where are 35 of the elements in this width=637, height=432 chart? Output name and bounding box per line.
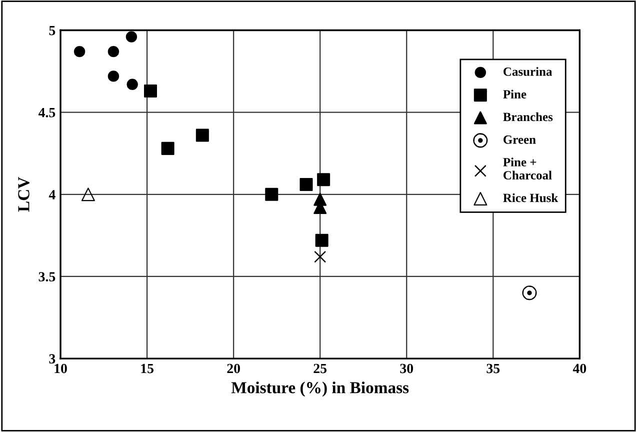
x-tick-label: 35 (486, 364, 500, 374)
legend-label: Casurina (504, 67, 552, 76)
legend-label: Pine + Charcoal (503, 158, 552, 180)
legend-label: Green (504, 135, 536, 144)
x-tick-label: 25 (314, 364, 327, 374)
y-tick-label: 5 (49, 26, 56, 36)
x-axis-title: Moisture (%) in Biomass (231, 382, 409, 397)
x-tick-label: 30 (400, 364, 414, 374)
y-tick-label: 3 (49, 354, 56, 364)
point (144, 84, 158, 98)
x-tick-label: 40 (572, 364, 586, 374)
point (161, 142, 174, 155)
y-tick-label: 4.5 (38, 108, 56, 118)
point (196, 128, 209, 142)
legend-label: Pine (503, 90, 526, 98)
x-tick-label: 20 (227, 364, 240, 374)
y-tick-label: 3.5 (38, 272, 56, 282)
point (81, 188, 95, 202)
y-tick-label: 4 (48, 190, 56, 200)
point (108, 70, 120, 82)
x-tick-label: 15 (141, 364, 154, 374)
point (74, 46, 86, 58)
point (300, 178, 313, 192)
x-tick-label: 10 (54, 364, 67, 374)
point (317, 173, 330, 186)
point (522, 286, 537, 300)
point (108, 46, 120, 58)
point (265, 188, 278, 201)
y-axis-title: LCV (18, 176, 30, 212)
point (126, 31, 138, 42)
legend-label: Rice Husk (503, 193, 558, 202)
point (126, 78, 138, 90)
point (314, 250, 326, 263)
point (315, 234, 328, 247)
legend-label: Branches (503, 112, 553, 122)
